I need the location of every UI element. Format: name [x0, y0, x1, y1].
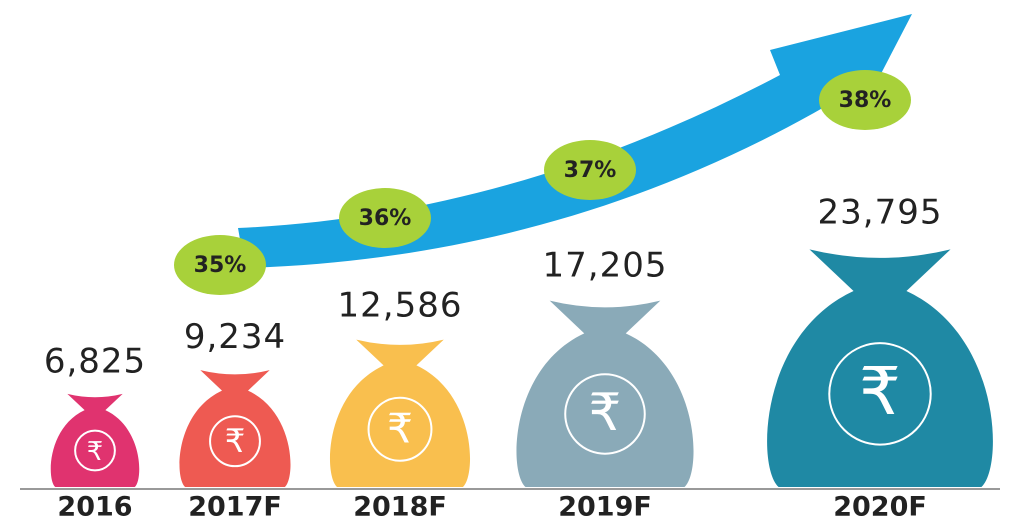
value-label: 12,586: [338, 286, 463, 326]
value-label: 9,234: [184, 317, 286, 357]
value-label: 17,205: [543, 245, 668, 285]
x-tick-label: 2016: [57, 492, 132, 523]
currency-symbol: ₹: [87, 437, 103, 467]
chart: ₹6,825 2016 ₹9,234 2017F ₹12,586 2018F ₹17,205…: [0, 0, 1019, 523]
growth-label: 37%: [564, 158, 617, 183]
currency-symbol: ₹: [225, 422, 246, 460]
growth-arrow: [238, 14, 912, 268]
currency-symbol: ₹: [859, 353, 901, 430]
x-tick-label: 2020F: [833, 492, 927, 523]
value-label: 23,795: [818, 193, 943, 233]
x-tick-label: 2017F: [188, 492, 282, 523]
growth-label: 38%: [839, 88, 892, 113]
currency-symbol: ₹: [589, 383, 622, 443]
value-label: 6,825: [44, 341, 146, 381]
x-tick-label: 2019F: [558, 492, 652, 523]
x-tick-label: 2018F: [353, 492, 447, 523]
growth-label: 36%: [359, 206, 412, 231]
currency-symbol: ₹: [387, 404, 413, 452]
growth-label: 35%: [194, 253, 247, 278]
